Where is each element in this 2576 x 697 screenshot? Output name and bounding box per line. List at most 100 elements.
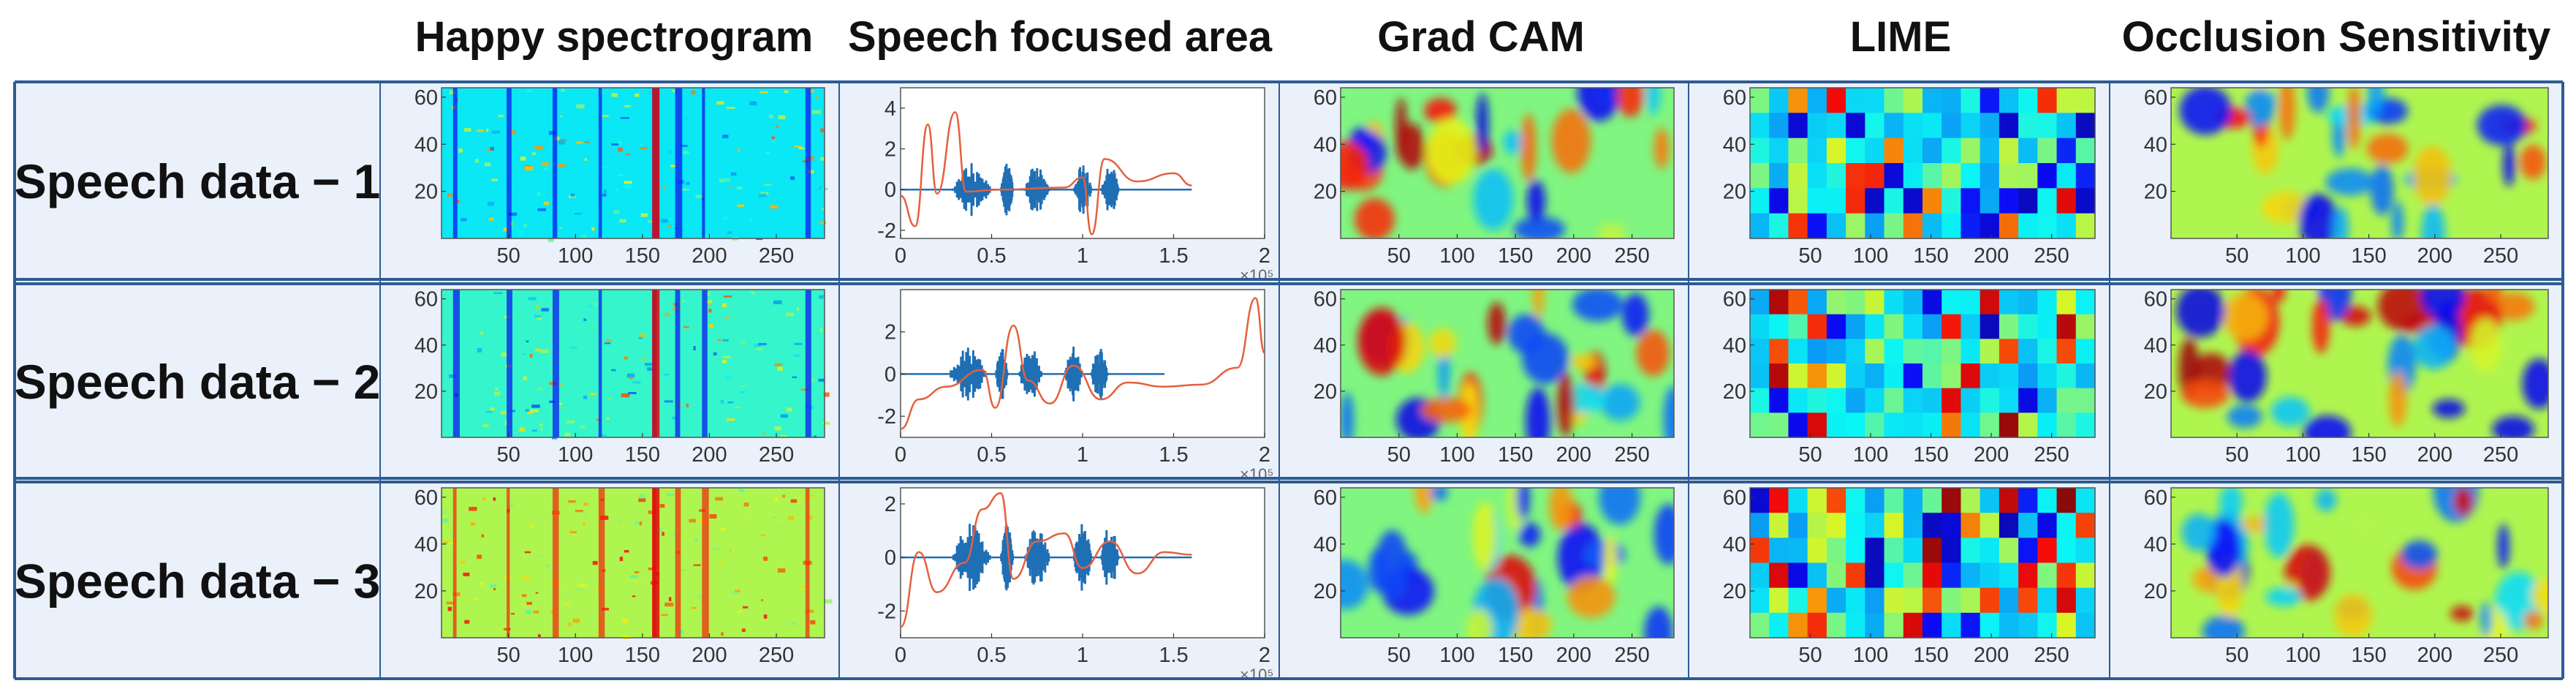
spectrogram-cell [602,115,609,117]
y-tick-label: 60 [2144,86,2167,110]
x-tick-label: 200 [1974,644,2009,667]
lime-cell [1884,290,1904,315]
spectrogram-cell [799,585,806,588]
spectrogram-cell [606,418,610,420]
spectrogram-cell [810,349,816,353]
spectrogram-cell [444,355,454,358]
spectrogram-cell [722,355,731,358]
y-tick-label: 0 [884,363,896,386]
lime-cell [1750,339,1770,364]
heatmap-blob [2522,358,2548,410]
x-tick-label: 100 [558,443,593,467]
spectrogram-cell [494,391,501,396]
lime-cell [1846,213,1865,239]
x-tick-label: 50 [2225,644,2249,667]
x-tick-label: 2 [1259,644,1270,667]
spectrogram-cell [574,579,580,582]
lime-cell [1769,587,1789,614]
lime-cell [1884,363,1904,389]
heatmap-blob [2303,415,2352,437]
spectrogram-cell [509,316,518,320]
lime-cell [1903,388,1923,413]
lime-cell [1807,88,1827,113]
heatmap-blob [2450,606,2474,622]
heatmap-blob [1616,88,1644,118]
spectrogram-cell [817,570,823,573]
spectrogram-cell [488,217,494,221]
spectrogram-stripe [652,290,660,437]
spectrogram-cell [633,521,643,525]
spectrogram-cell [602,193,607,197]
spectrogram-cell [622,618,628,623]
x-tick-label: 150 [1498,244,1533,268]
heatmap-blob [2368,88,2384,116]
lime-cell [1922,513,1942,538]
x-tick-label: 200 [1974,443,2009,467]
x-tick-label: 1 [1077,644,1088,667]
spectrogram-cell [520,157,526,161]
spectrogram-cell [814,435,817,438]
lime-cell [1903,339,1923,364]
spectrogram-cell [537,192,541,196]
spectrogram-cell [664,217,673,221]
lime-cell [1846,363,1865,389]
spectrogram-cell [598,434,607,437]
spectrogram-cell [558,406,567,410]
lime-cell [1961,562,1981,589]
lime-cell [1922,188,1942,214]
lime-cell [1769,363,1789,389]
spectrogram-cell [727,402,733,404]
lime-cell [2075,488,2096,513]
spectrogram-cell [521,502,526,505]
spectrogram-cell [493,292,503,295]
spectrogram-cell [526,89,533,93]
spectrogram-cell [524,166,534,171]
row-background [15,482,2563,679]
heatmap-surface [2171,88,2548,238]
lime-cell [1807,290,1827,315]
lime-cell [1846,538,1865,564]
heatmap-blob [1414,488,1433,513]
x-tick-label: 200 [1974,244,2009,268]
panel-spectrogram: 50 100 150 200 250 20 40 60 [414,86,828,268]
lime-cell [1903,513,1923,538]
lime-cell [1788,163,1808,189]
spectrogram-cell [572,618,580,623]
spectrogram-cell [810,377,815,382]
spectrogram-cell [510,130,515,135]
lime-cell [1826,388,1846,413]
y-tick-label: 40 [1314,133,1337,157]
lime-cell [2056,538,2077,564]
lime-cell [1826,290,1846,315]
spectrogram-cell [784,90,789,94]
spectrogram-cell [537,386,544,391]
spectrogram-cell [570,193,575,197]
spectrogram-stripe [552,488,559,638]
heatmap-blob [1341,560,1369,610]
spectrogram-cell [730,172,737,176]
spectrogram-cell [629,575,638,579]
lime-cell [2056,488,2077,513]
spectrogram-cell [577,584,587,587]
heatmap-blob [2497,524,2510,569]
lime-cell [1961,188,1981,214]
x-tick-label: 50 [1387,244,1411,268]
spectrogram-cell [521,576,530,579]
x-tick-label: 2 [1259,443,1270,467]
heatmap-blob [2229,350,2267,403]
spectrogram-cell [638,334,646,337]
spectrogram-cell [531,404,540,408]
x-tick-label: 100 [558,644,593,667]
spectrogram-cell [541,308,549,312]
heatmap-blob [1430,488,1448,501]
y-tick-label: -2 [877,600,896,623]
lime-cell [1961,163,1981,189]
spectrogram-cell [603,189,607,194]
lime-cell [1769,488,1789,513]
x-tick-label: 50 [1387,644,1411,667]
spectrogram-stripe [598,88,602,238]
y-tick-label: 2 [884,493,896,516]
lime-cell [1846,488,1865,513]
spectrogram-cell [607,397,611,399]
lime-cell [1807,163,1827,189]
